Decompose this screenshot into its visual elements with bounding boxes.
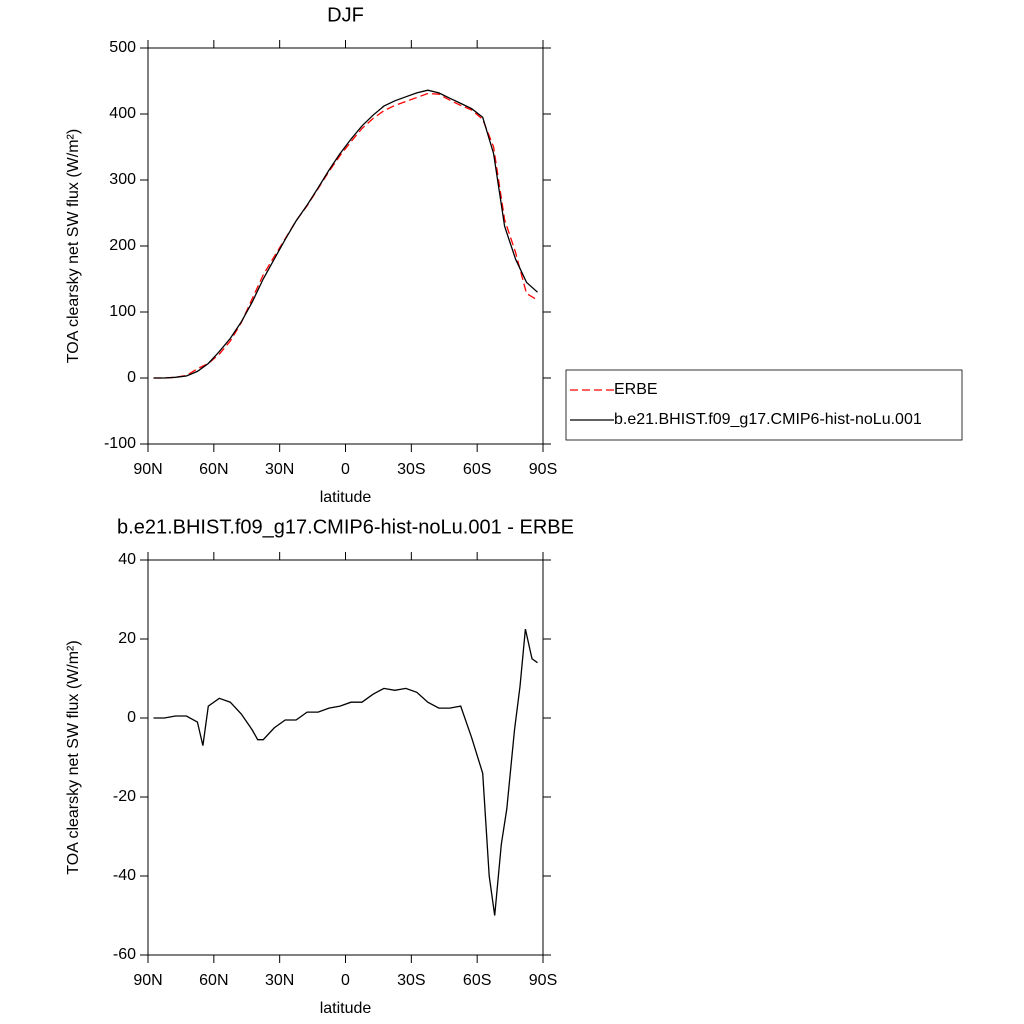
y-tick-label: -60 — [113, 946, 136, 963]
y-tick-label: 200 — [109, 237, 136, 254]
y-tick-label: 100 — [109, 303, 136, 320]
data-line — [153, 92, 538, 379]
data-line — [153, 89, 538, 379]
y-tick-label: 0 — [127, 709, 136, 726]
legend-box — [565, 369, 963, 441]
x-tick-label: 90N — [133, 461, 162, 478]
x-tick-label: 30S — [397, 972, 425, 989]
chart-title: b.e21.BHIST.f09_g17.CMIP6-hist-noLu.001 … — [117, 516, 574, 538]
x-tick-label: 90S — [529, 461, 557, 478]
y-tick-label: 20 — [118, 630, 136, 647]
y-axis-label: TOA clearsky net SW flux (W/m²) — [65, 129, 82, 363]
x-tick-label: 60S — [463, 972, 491, 989]
x-axis-label: latitude — [320, 489, 372, 506]
plot-frame — [147, 47, 544, 445]
y-tick-label: -40 — [113, 867, 136, 884]
y-axis-label: TOA clearsky net SW flux (W/m²) — [65, 640, 82, 874]
x-tick-label: 60S — [463, 461, 491, 478]
x-tick-label: 90N — [133, 972, 162, 989]
y-tick-label: 300 — [109, 171, 136, 188]
legend-label: ERBE — [614, 381, 658, 398]
y-tick-label: -100 — [104, 435, 136, 452]
chart-title: DJF — [327, 4, 364, 26]
x-tick-label: 0 — [341, 972, 350, 989]
x-axis-label: latitude — [320, 1000, 372, 1017]
x-tick-label: 30N — [265, 972, 294, 989]
x-tick-label: 60N — [199, 972, 228, 989]
x-tick-label: 60N — [199, 461, 228, 478]
x-tick-label: 30S — [397, 461, 425, 478]
x-tick-label: 90S — [529, 972, 557, 989]
legend-label: b.e21.BHIST.f09_g17.CMIP6-hist-noLu.001 — [614, 411, 922, 428]
plot-frame — [147, 559, 544, 956]
y-tick-label: 500 — [109, 39, 136, 56]
x-tick-label: 0 — [341, 461, 350, 478]
x-tick-label: 30N — [265, 461, 294, 478]
y-tick-label: 40 — [118, 551, 136, 568]
y-tick-label: 400 — [109, 105, 136, 122]
y-tick-label: -20 — [113, 788, 136, 805]
data-line — [153, 628, 538, 916]
y-tick-label: 0 — [127, 369, 136, 386]
